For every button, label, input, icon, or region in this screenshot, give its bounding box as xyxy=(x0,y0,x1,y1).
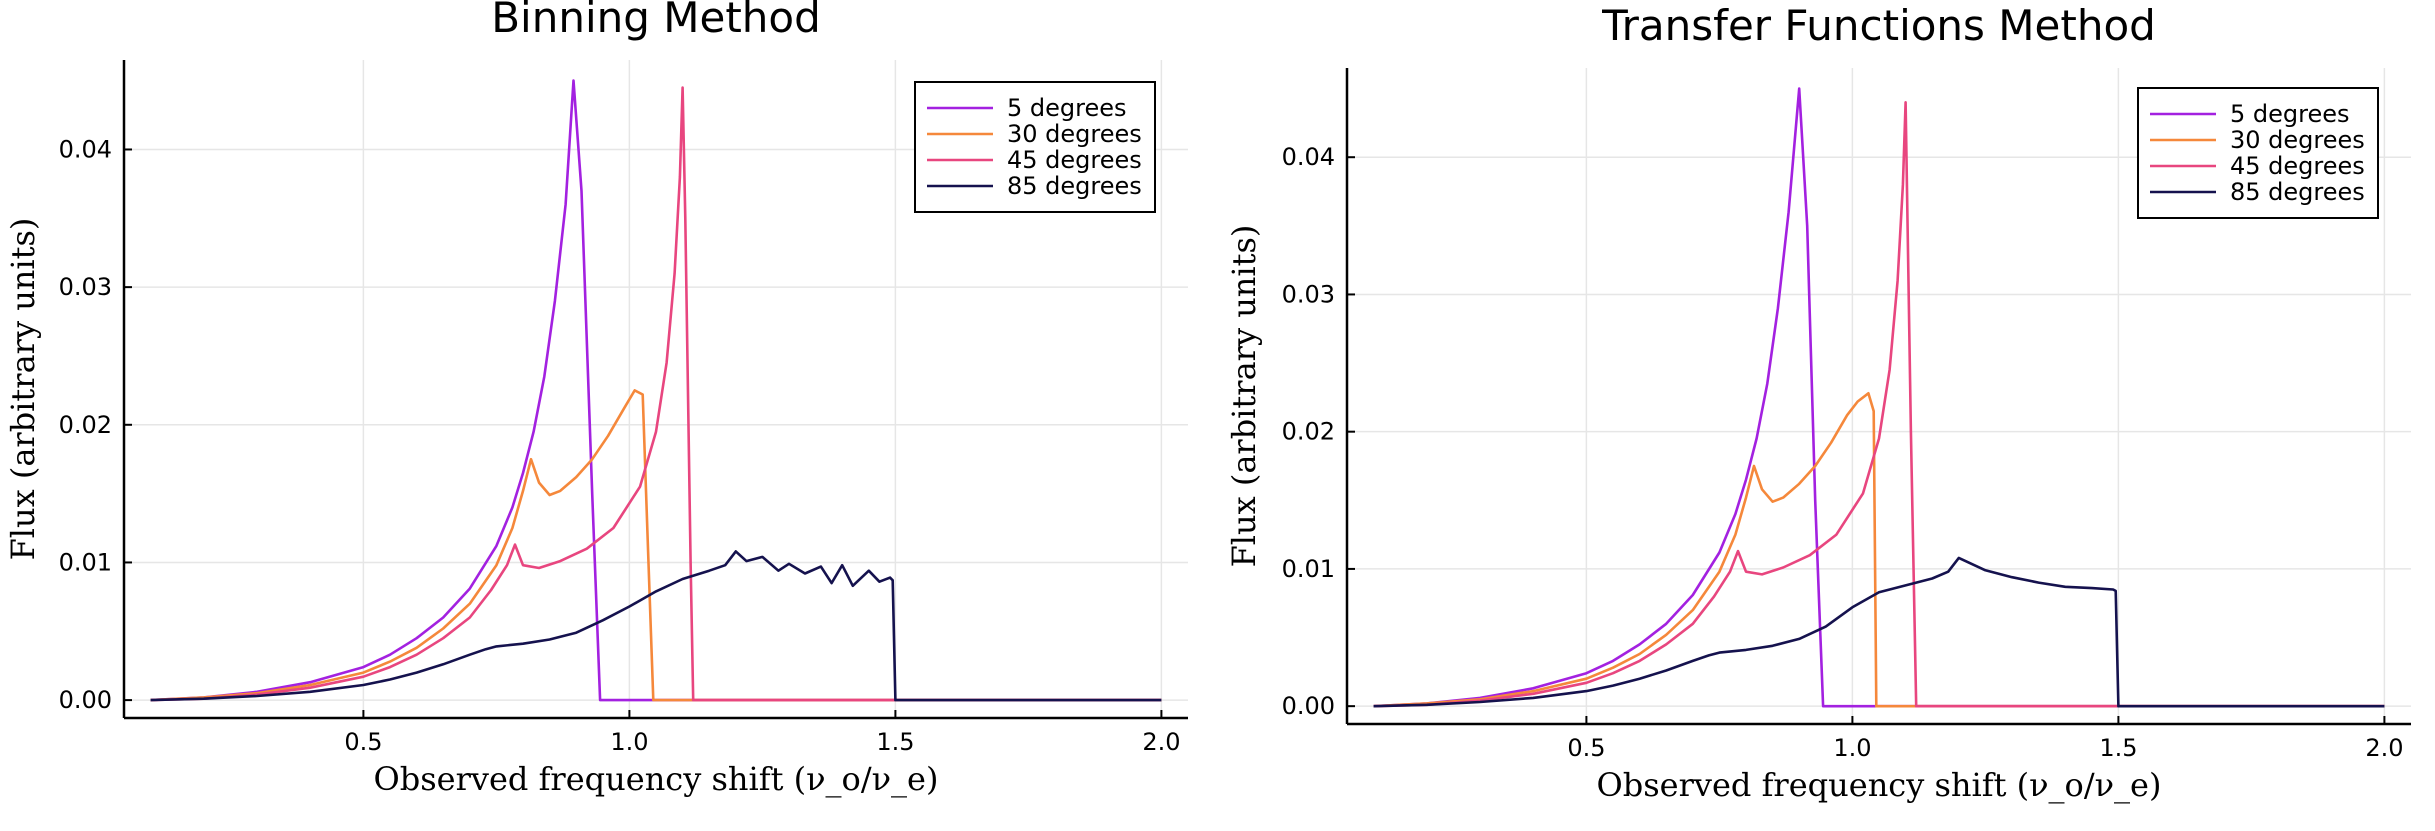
x-tick-label: 1.5 xyxy=(2099,734,2137,762)
series-line-5-degrees xyxy=(150,79,1162,702)
y-tick-label: 0.01 xyxy=(1282,555,1335,583)
y-tick-label: 0.04 xyxy=(59,135,112,163)
series-line-85-degrees xyxy=(1373,556,2385,708)
series-line-30-degrees xyxy=(1373,391,2385,708)
legend-label: 85 degrees xyxy=(2230,178,2365,206)
legend-box xyxy=(914,81,1156,213)
x-tick-label: 2.0 xyxy=(1142,728,1180,756)
legend-label: 45 degrees xyxy=(1007,146,1142,174)
legend-box xyxy=(2137,87,2379,219)
legend-label: 30 degrees xyxy=(1007,120,1142,148)
y-tick-label: 0.04 xyxy=(1282,143,1335,171)
y-axis-label: Flux (arbitrary units) xyxy=(1225,225,1263,568)
transfer-functions-method-panel: 0.5 1.0 1.5 2.0 0.00 0.01 0.02 0.03 0.04 Transfer… xyxy=(1225,1,2411,804)
legend-label: 45 degrees xyxy=(2230,152,2365,180)
binning-method-panel: 0.5 1.0 1.5 2.0 0.00 0.01 0.02 0.03 0.04 Binning … xyxy=(4,0,1188,798)
x-tick-label: 2.0 xyxy=(2365,734,2403,762)
x-tick-label: 1.0 xyxy=(1833,734,1871,762)
legend-label: 5 degrees xyxy=(1007,94,1127,122)
x-tick-label: 1.0 xyxy=(610,728,648,756)
legend-label: 30 degrees xyxy=(2230,126,2365,154)
y-tick-label: 0.03 xyxy=(1282,280,1335,308)
series-line-5-degrees xyxy=(1373,87,2385,708)
y-tick-label: 0.03 xyxy=(59,273,112,301)
y-tick-label: 0.00 xyxy=(1282,692,1335,720)
y-tick-label: 0.01 xyxy=(59,548,112,576)
legend-label: 85 degrees xyxy=(1007,172,1142,200)
y-axis-label: Flux (arbitrary units) xyxy=(4,218,42,561)
y-tick-label: 0.02 xyxy=(59,411,112,439)
series-line-45-degrees xyxy=(1373,101,2385,708)
x-tick-label: 0.5 xyxy=(344,728,382,756)
x-axis-label: Observed frequency shift (ν_o/ν_e) xyxy=(374,760,939,798)
y-tick-label: 0.00 xyxy=(59,686,112,714)
series-line-45-degrees xyxy=(150,86,1162,702)
chart-title: Transfer Functions Method xyxy=(1601,1,2156,50)
x-tick-label: 1.5 xyxy=(876,728,914,756)
series-line-30-degrees xyxy=(150,389,1162,702)
x-tick-label: 0.5 xyxy=(1567,734,1605,762)
y-tick-label: 0.02 xyxy=(1282,418,1335,446)
series-line-85-degrees xyxy=(150,550,1162,702)
legend-label: 5 degrees xyxy=(2230,100,2350,128)
x-axis-label: Observed frequency shift (ν_o/ν_e) xyxy=(1597,766,2162,804)
chart-title: Binning Method xyxy=(491,0,821,42)
